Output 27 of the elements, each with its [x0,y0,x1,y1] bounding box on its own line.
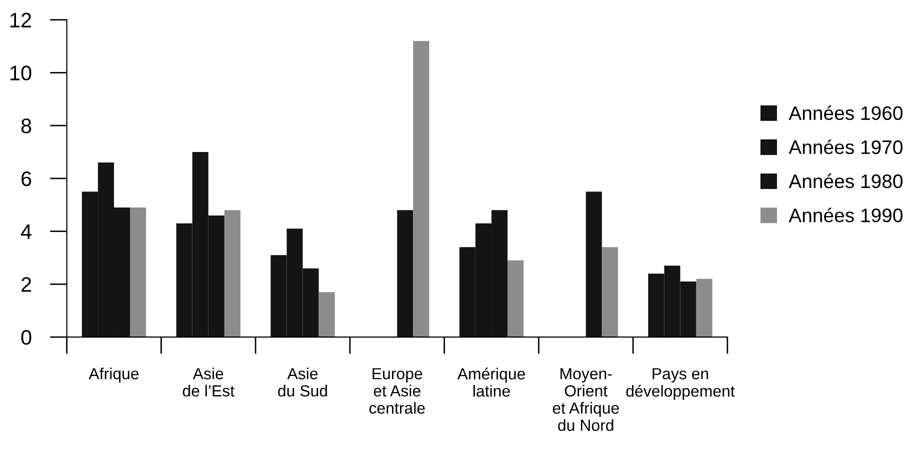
x-tick-label: Afrique [88,368,139,382]
x-tick-label: Asie de l’Est [182,368,234,397]
bar [602,247,618,338]
x-tick-label: Moyen- Orient et Afrique du Nord [552,368,619,431]
y-tick-label: 6 [22,171,32,186]
x-tick-label: Asie du Sud [278,368,328,397]
y-tick-label: 4 [20,224,32,239]
x-tick-label: Pays en développement [626,368,735,400]
x-tick-label: Europe et Asie centrale [369,368,425,414]
bar [508,260,524,338]
bar [318,292,335,338]
legend-label: Années 1970 [788,140,902,154]
bar [696,278,712,338]
y-tick-label: 12 [10,12,32,28]
y-tick-label: 0 [21,330,32,345]
y-tick-label: 8 [21,118,32,134]
bar [397,210,414,338]
y-tick-label: 2 [22,277,32,292]
x-tick-label: Amérique latine [457,368,525,397]
bar [130,208,146,338]
y-tick-label: 10 [10,66,32,80]
bar [586,192,602,338]
legend-label: Années 1980 [788,174,902,188]
legend-label: Années 1990 [788,208,902,222]
bar [224,210,240,338]
bar [413,40,430,338]
legend-label: Années 1960 [788,106,902,120]
